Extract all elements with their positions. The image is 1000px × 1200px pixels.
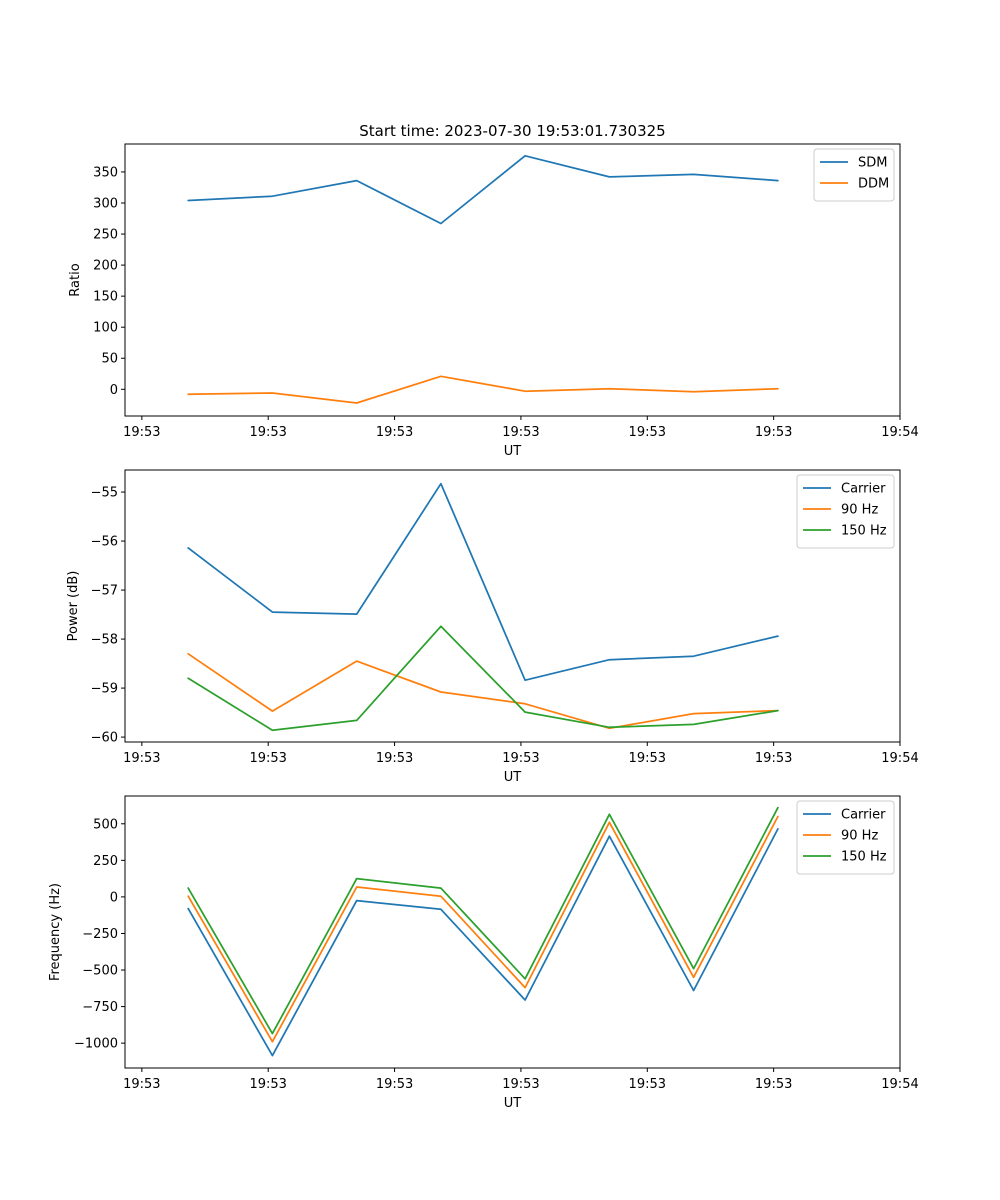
legend: Carrier 90 Hz 150 Hz <box>796 800 895 875</box>
y-tick-label: −60 <box>91 731 118 746</box>
y-tick-label: 100 <box>93 321 118 336</box>
series-line-ddm <box>187 375 779 404</box>
x-tick-label: 19:53 <box>123 751 160 766</box>
y-tick-label: −750 <box>82 1000 118 1015</box>
x-tick-label: 19:53 <box>629 1077 666 1092</box>
series-line-150-hz <box>187 806 779 1035</box>
x-tick-label: 19:53 <box>376 751 413 766</box>
y-tick-label: 150 <box>93 290 118 305</box>
x-tick-label: 19:53 <box>249 1077 286 1092</box>
legend-label: 90 Hz <box>841 829 878 844</box>
x-tick-label: 19:53 <box>502 1077 539 1092</box>
chart-panel-1: Start time: 2023-07-30 19:53:01.730325 19… <box>68 122 919 459</box>
legend: SDM DDM <box>813 148 895 202</box>
legend-label: Carrier <box>841 808 886 823</box>
x-tick-label: 19:53 <box>502 751 539 766</box>
plot-area <box>124 469 901 743</box>
x-tick-label: 19:53 <box>629 751 666 766</box>
x-axis-label: UT <box>504 770 522 785</box>
x-tick-label: 19:53 <box>755 1077 792 1092</box>
x-tick-label: 19:54 <box>881 1077 918 1092</box>
series-line-90-hz <box>187 815 779 1043</box>
x-tick-label: 19:53 <box>755 425 792 440</box>
y-tick-label: 500 <box>93 817 118 832</box>
plot-area <box>124 143 901 417</box>
legend-label: Carrier <box>841 482 886 497</box>
legend-label: SDM <box>858 156 887 171</box>
chart-panel-2: 19:53 19:53 19:53 19:53 19:53 19:53 19:54 −60 −5… <box>66 469 919 785</box>
y-tick-label: 250 <box>93 228 118 243</box>
series-line-150-hz <box>187 625 779 732</box>
y-tick-label: 0 <box>110 383 118 398</box>
y-tick-label: −59 <box>91 682 118 697</box>
y-tick-label: 200 <box>93 259 118 274</box>
series-line-carrier <box>187 482 779 682</box>
y-tick-label: 0 <box>110 890 118 905</box>
y-tick-label: −500 <box>82 964 118 979</box>
y-axis-label: Power (dB) <box>66 571 81 642</box>
y-tick-label: −56 <box>91 535 118 550</box>
series-line-90-hz <box>187 652 779 730</box>
x-axis-label: UT <box>504 444 522 459</box>
x-tick-label: 19:53 <box>249 425 286 440</box>
y-tick-label: −58 <box>91 633 118 648</box>
y-tick-label: 250 <box>93 854 118 869</box>
legend-label: DDM <box>858 177 889 192</box>
x-tick-label: 19:53 <box>249 751 286 766</box>
x-tick-label: 19:53 <box>376 1077 413 1092</box>
y-tick-label: 300 <box>93 196 118 211</box>
y-tick-label: 350 <box>93 165 118 180</box>
x-tick-label: 19:53 <box>376 425 413 440</box>
legend: Carrier 90 Hz 150 Hz <box>796 474 895 549</box>
legend-label: 90 Hz <box>841 503 878 518</box>
y-tick-label: −1000 <box>74 1037 118 1052</box>
chart-panel-3: 19:53 19:53 19:53 19:53 19:53 19:53 19:54 −1000… <box>48 795 919 1111</box>
x-tick-label: 19:53 <box>123 1077 160 1092</box>
chart-title: Start time: 2023-07-30 19:53:01.730325 <box>359 122 665 140</box>
y-tick-label: −57 <box>91 584 118 599</box>
plot-area <box>124 795 901 1069</box>
x-axis-label: UT <box>504 1096 522 1111</box>
y-tick-label: 50 <box>101 352 118 367</box>
x-tick-label: 19:53 <box>755 751 792 766</box>
y-tick-label: −250 <box>82 927 118 942</box>
y-axis-label: Ratio <box>68 263 83 296</box>
x-tick-label: 19:53 <box>629 425 666 440</box>
y-axis-label: Frequency (Hz) <box>48 883 63 981</box>
legend-label: 150 Hz <box>841 524 887 539</box>
x-tick-label: 19:53 <box>123 425 160 440</box>
x-tick-label: 19:54 <box>881 425 918 440</box>
x-tick-label: 19:53 <box>502 425 539 440</box>
series-line-sdm <box>187 154 779 225</box>
series-line-carrier <box>187 828 779 1057</box>
legend-label: 150 Hz <box>841 850 887 865</box>
x-tick-label: 19:54 <box>881 751 918 766</box>
y-tick-label: −55 <box>91 486 118 501</box>
